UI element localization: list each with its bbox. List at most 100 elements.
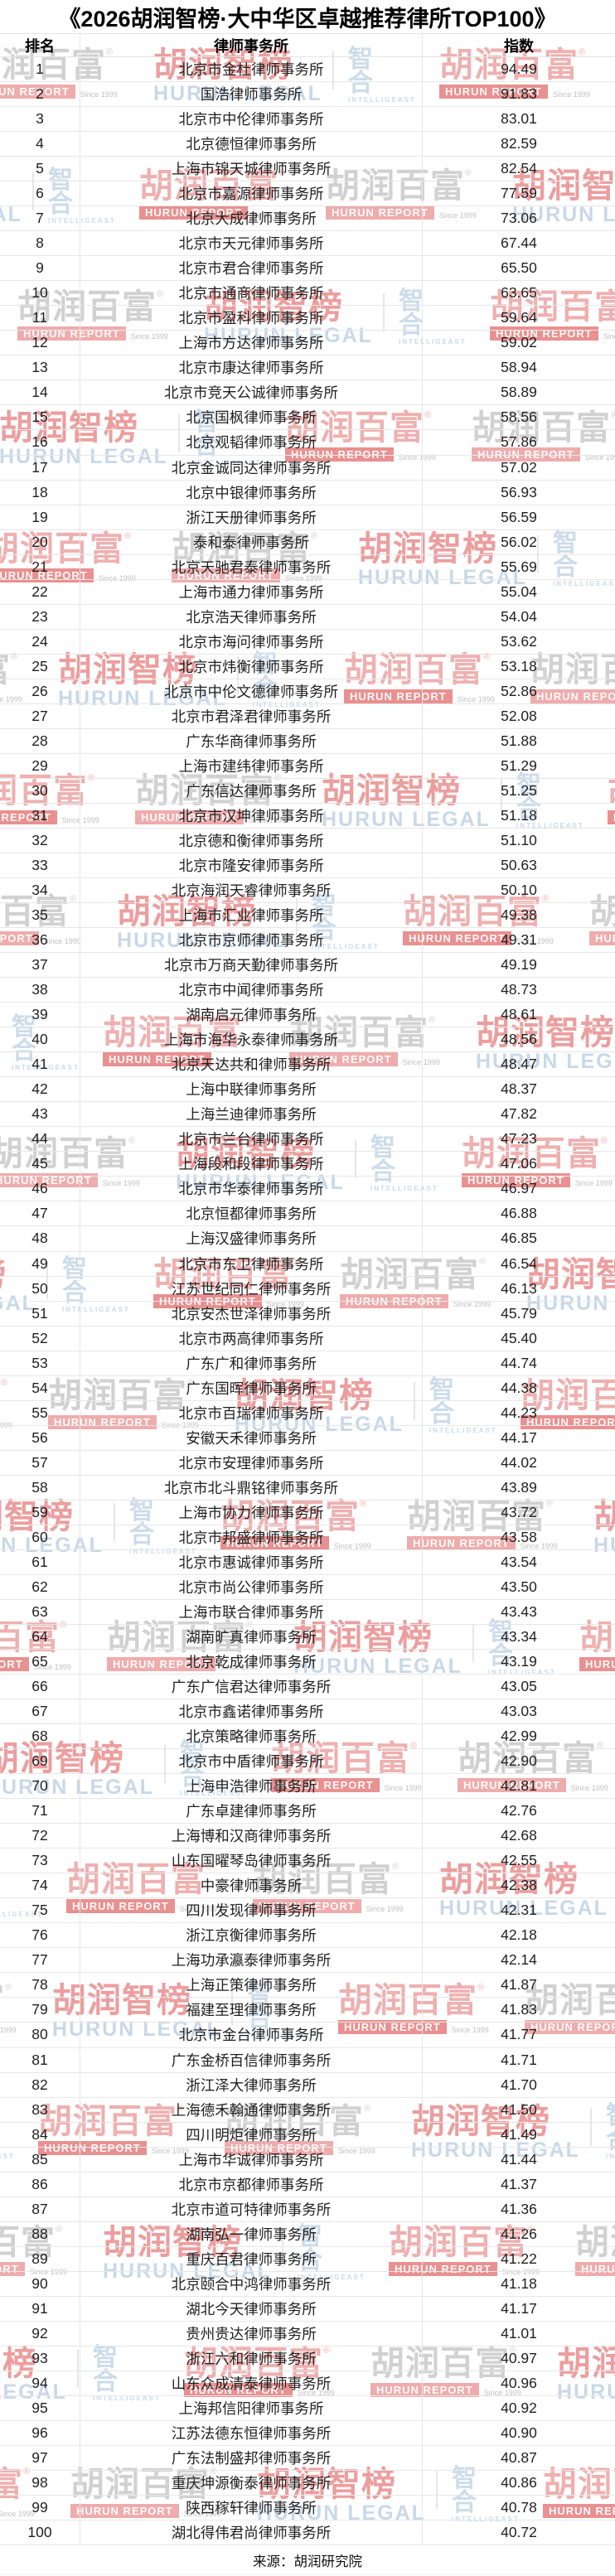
table-row: 71 广东卓建律师事务所 42.76 <box>0 1799 615 1824</box>
table-row: 8 北京市天元律师事务所 67.44 <box>0 231 615 257</box>
firm-cell: 陕西稼轩律师事务所 <box>80 2496 423 2520</box>
firm-cell: 上海市协力律师事务所 <box>80 1500 423 1525</box>
firm-cell: 北京市兰台律师事务所 <box>80 1127 423 1152</box>
firm-cell: 贵州贵达律师事务所 <box>80 2321 423 2346</box>
rank-cell: 72 <box>0 1824 80 1849</box>
rank-cell: 26 <box>0 679 80 703</box>
firm-cell: 北京浩天律师事务所 <box>80 604 423 629</box>
table-row: 53 广东广和律师事务所 44.74 <box>0 1351 615 1376</box>
table-row: 48 上海汉盛律师事务所 46.85 <box>0 1226 615 1252</box>
firm-cell: 上海段和段律师事务所 <box>80 1152 423 1177</box>
firm-cell: 山东众成清泰律师事务所 <box>80 2371 423 2395</box>
rank-cell: 5 <box>0 157 80 181</box>
firm-cell: 北京市天元律师事务所 <box>80 231 423 256</box>
rank-cell: 18 <box>0 480 80 505</box>
table-row: 91 湖北今天律师事务所 41.17 <box>0 2296 615 2322</box>
index-cell: 41.70 <box>501 2076 537 2093</box>
index-cell: 53.62 <box>501 632 537 650</box>
firm-cell: 广东华商律师事务所 <box>80 728 423 753</box>
table-row: 49 北京市东卫律师事务所 46.54 <box>0 1251 615 1277</box>
firm-cell: 浙江天册律师事务所 <box>80 505 423 529</box>
index-cell: 42.90 <box>501 1752 537 1770</box>
index-cell: 44.17 <box>501 1428 537 1446</box>
index-cell: 59.02 <box>501 334 537 351</box>
rank-cell: 100 <box>0 2520 80 2545</box>
firm-cell: 上海博和汉商律师事务所 <box>80 1824 423 1849</box>
index-cell: 46.97 <box>501 1180 537 1197</box>
table-row: 27 北京市君泽君律师事务所 52.08 <box>0 703 615 729</box>
rank-cell: 43 <box>0 1102 80 1127</box>
rank-cell: 29 <box>0 753 80 778</box>
table-row: 67 北京市鑫诺律师事务所 43.03 <box>0 1699 615 1725</box>
index-cell: 42.31 <box>501 1902 537 1919</box>
index-cell: 41.71 <box>501 2051 537 2068</box>
index-cell: 46.54 <box>501 1254 537 1272</box>
rank-cell: 91 <box>0 2296 80 2321</box>
table-row: 70 上海申浩律师事务所 42.81 <box>0 1774 615 1800</box>
table-row: 92 贵州贵达律师事务所 41.01 <box>0 2321 615 2346</box>
index-cell: 43.58 <box>501 1528 537 1545</box>
rank-cell: 80 <box>0 2023 80 2047</box>
rank-cell: 71 <box>0 1799 80 1824</box>
firm-cell: 湖南弘一律师事务所 <box>80 2221 423 2246</box>
index-cell: 41.22 <box>501 2250 537 2267</box>
table-row: 30 广东信达律师事务所 51.25 <box>0 778 615 804</box>
rank-cell: 45 <box>0 1152 80 1177</box>
rank-cell: 6 <box>0 181 80 206</box>
table-row: 63 上海市联合律师事务所 43.43 <box>0 1599 615 1625</box>
firm-cell: 北京市安理律师事务所 <box>80 1450 423 1475</box>
firm-cell: 湖南启元律师事务所 <box>80 1003 423 1027</box>
table-row: 35 上海市汇业律师事务所 49.38 <box>0 903 615 929</box>
index-cell: 44.02 <box>501 1453 537 1471</box>
table-row: 99 陕西稼轩律师事务所 40.78 <box>0 2496 615 2521</box>
rank-cell: 21 <box>0 554 80 579</box>
firm-cell: 北京安杰世泽律师事务所 <box>80 1301 423 1326</box>
index-cell: 56.93 <box>501 483 537 500</box>
firm-cell: 上海中联律师事务所 <box>80 1077 423 1102</box>
table-row: 19 浙江天册律师事务所 56.59 <box>0 505 615 530</box>
table-row: 98 重庆坤源衡泰律师事务所 40.86 <box>0 2471 615 2496</box>
index-cell: 55.04 <box>501 582 537 600</box>
index-cell: 82.54 <box>501 160 537 177</box>
header-index: 指数 <box>504 37 534 55</box>
firm-cell: 北京市中盾律师事务所 <box>80 1749 423 1774</box>
firm-cell: 北京市两高律师事务所 <box>80 1326 423 1351</box>
table-row: 2 国浩律师事务所 91.83 <box>0 82 615 108</box>
table-row: 40 上海市海华永泰律师事务所 48.56 <box>0 1027 615 1053</box>
firm-cell: 北京市道可特律师事务所 <box>80 2197 423 2221</box>
index-cell: 41.01 <box>501 2324 537 2342</box>
index-cell: 40.87 <box>501 2449 537 2467</box>
table-body: 1 北京市金杜律师事务所 94.49 2 国浩律师事务所 91.83 3 北京市中伦律师事务所… <box>0 57 615 2546</box>
index-cell: 58.56 <box>501 408 537 426</box>
firm-cell: 北京市君泽君律师事务所 <box>80 703 423 728</box>
rank-cell: 49 <box>0 1251 80 1276</box>
table-row: 84 四川明炬律师事务所 41.49 <box>0 2122 615 2148</box>
rank-cell: 53 <box>0 1351 80 1375</box>
index-cell: 52.86 <box>501 682 537 699</box>
firm-cell: 广东法制盛邦律师事务所 <box>80 2446 423 2471</box>
table-row: 26 北京市中伦文德律师事务所 52.86 <box>0 679 615 704</box>
firm-cell: 上海申浩律师事务所 <box>80 1774 423 1799</box>
index-cell: 73.06 <box>501 210 537 227</box>
rank-cell: 86 <box>0 2172 80 2197</box>
firm-cell: 北京国枫律师事务所 <box>80 405 423 430</box>
firm-cell: 上海市海华永泰律师事务所 <box>80 1027 423 1052</box>
rank-cell: 84 <box>0 2122 80 2147</box>
firm-cell: 北京天达共和律师事务所 <box>80 1052 423 1077</box>
table-row: 32 北京德和衡律师事务所 51.10 <box>0 828 615 853</box>
firm-cell: 上海邦信阳律师事务所 <box>80 2395 423 2420</box>
rank-cell: 1 <box>0 57 80 82</box>
table-row: 56 安徽天禾律师事务所 44.17 <box>0 1425 615 1451</box>
index-cell: 42.99 <box>501 1728 537 1745</box>
rank-cell: 78 <box>0 1973 80 1998</box>
firm-cell: 北京市康达律师事务所 <box>80 355 423 380</box>
index-cell: 57.02 <box>501 458 537 476</box>
index-cell: 56.02 <box>501 533 537 550</box>
firm-cell: 北京市金台律师事务所 <box>80 2023 423 2047</box>
index-cell: 49.38 <box>501 906 537 924</box>
firm-cell: 上海德禾翰通律师事务所 <box>80 2097 423 2122</box>
table-row: 68 北京策略律师事务所 42.99 <box>0 1724 615 1750</box>
rank-cell: 60 <box>0 1525 80 1549</box>
firm-cell: 上海市方达律师事务所 <box>80 331 423 355</box>
